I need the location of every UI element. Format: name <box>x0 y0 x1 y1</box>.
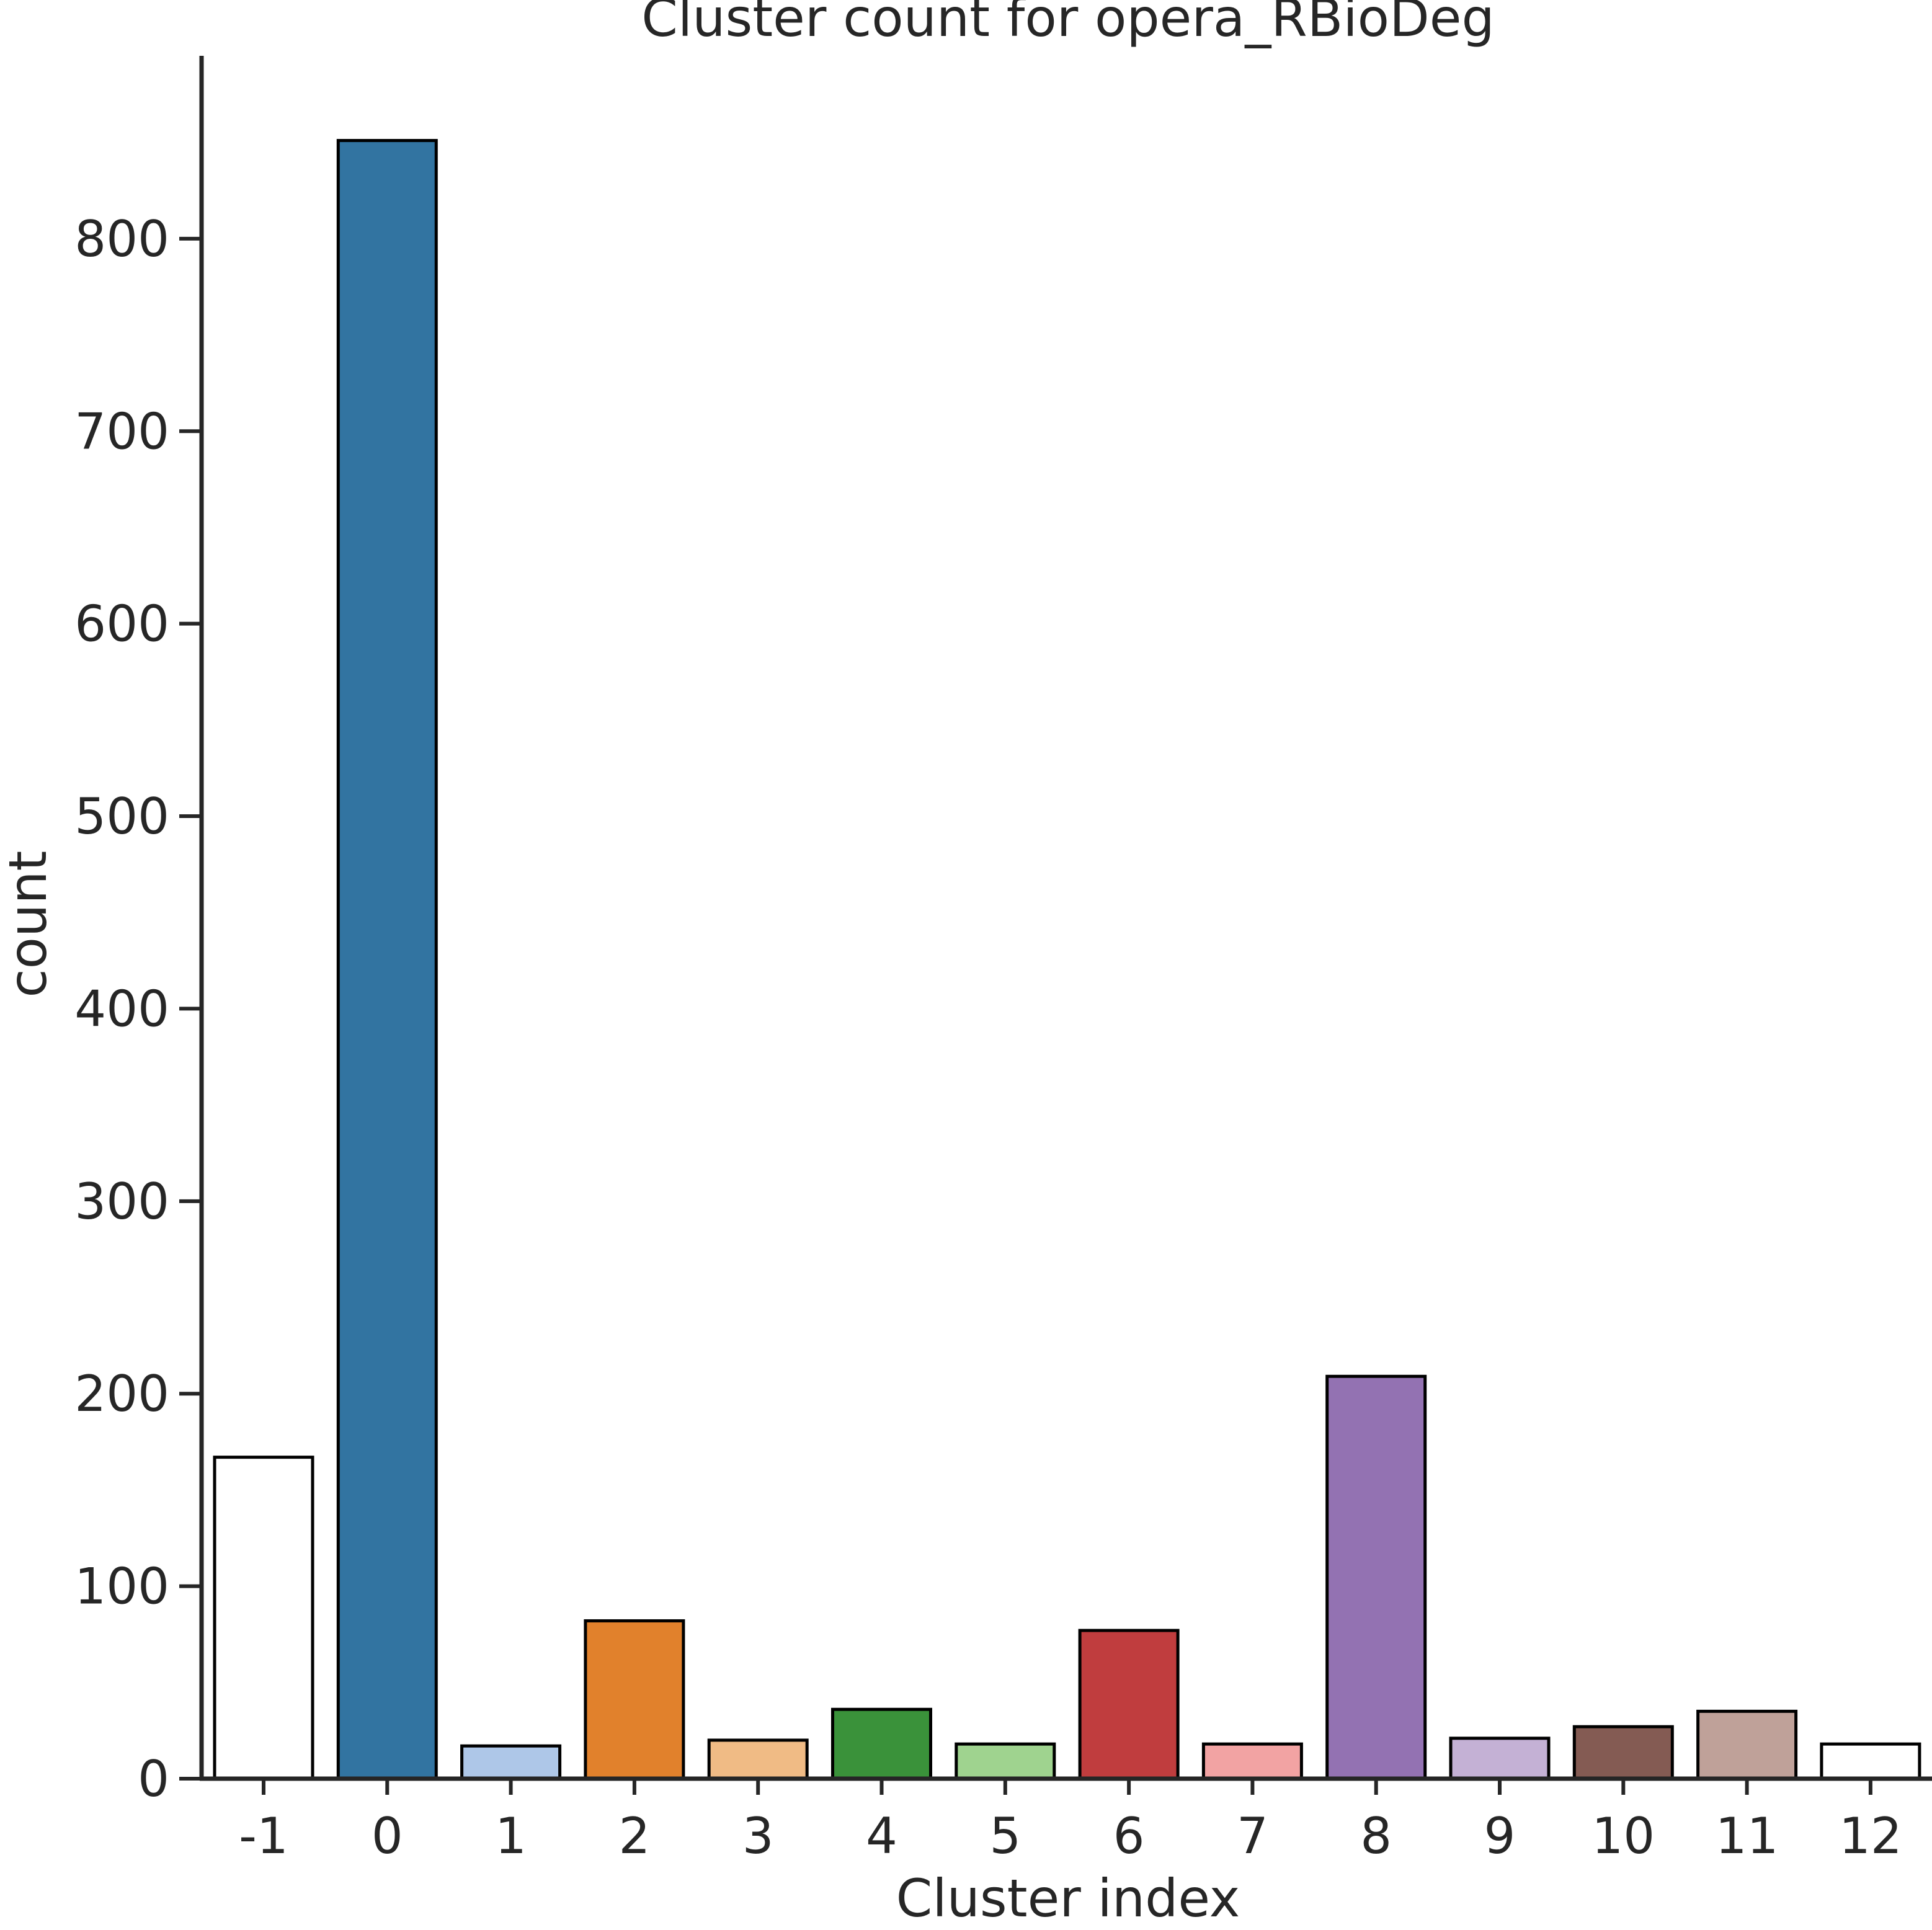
y-tick-label: 600 <box>74 595 169 653</box>
y-tick-label: 200 <box>74 1365 169 1423</box>
x-tick-label: 2 <box>618 1807 650 1865</box>
x-tick-label: -1 <box>239 1807 288 1865</box>
y-tick-label: 0 <box>138 1750 169 1808</box>
y-tick-label: 100 <box>74 1558 169 1616</box>
x-tick-label: 3 <box>742 1807 774 1865</box>
y-axis-label: count <box>0 851 58 998</box>
bar-cluster-11 <box>1696 1709 1798 1781</box>
bar-cluster-2 <box>584 1619 685 1781</box>
bar-cluster--1 <box>213 1456 314 1781</box>
bar-cluster-4 <box>831 1707 932 1781</box>
x-tick-label: 12 <box>1839 1807 1902 1865</box>
x-tick-label: 8 <box>1360 1807 1392 1865</box>
x-tick-label: 9 <box>1484 1807 1516 1865</box>
bar-cluster-9 <box>1449 1737 1551 1781</box>
x-tick-label: 11 <box>1716 1807 1779 1865</box>
x-tick-label: 1 <box>495 1807 527 1865</box>
x-axis-label: Cluster index <box>896 1868 1240 1929</box>
bar-cluster-0 <box>336 139 438 1781</box>
y-tick-label: 700 <box>74 402 169 460</box>
x-tick-label: 10 <box>1591 1807 1655 1865</box>
y-tick-label: 400 <box>74 980 169 1038</box>
bar-cluster-3 <box>707 1738 809 1781</box>
x-tick-label: 6 <box>1113 1807 1145 1865</box>
chart-title: Cluster count for opera_RBioDeg <box>641 0 1495 48</box>
bar-cluster-7 <box>1201 1742 1303 1781</box>
bar-cluster-5 <box>955 1742 1056 1781</box>
x-tick-label: 7 <box>1237 1807 1268 1865</box>
bar-cluster-10 <box>1572 1725 1674 1781</box>
y-tick-label: 800 <box>74 210 169 268</box>
bar-cluster-6 <box>1078 1629 1180 1781</box>
bar-cluster-12 <box>1820 1742 1921 1781</box>
x-tick-label: 5 <box>989 1807 1021 1865</box>
x-tick-label: 4 <box>866 1807 897 1865</box>
bar-cluster-1 <box>460 1744 562 1781</box>
x-ticks-group: -1 0 1 2 3 4 5 6 7 8 9 10 11 12 <box>239 1779 1902 1865</box>
y-tick-label: 500 <box>74 788 169 845</box>
x-tick-label: 0 <box>372 1807 403 1865</box>
y-ticks-group: 0 100 200 300 400 500 600 700 800 <box>74 210 202 1808</box>
bars-group <box>213 139 1921 1781</box>
y-tick-label: 300 <box>74 1173 169 1230</box>
bar-cluster-8 <box>1325 1374 1427 1781</box>
